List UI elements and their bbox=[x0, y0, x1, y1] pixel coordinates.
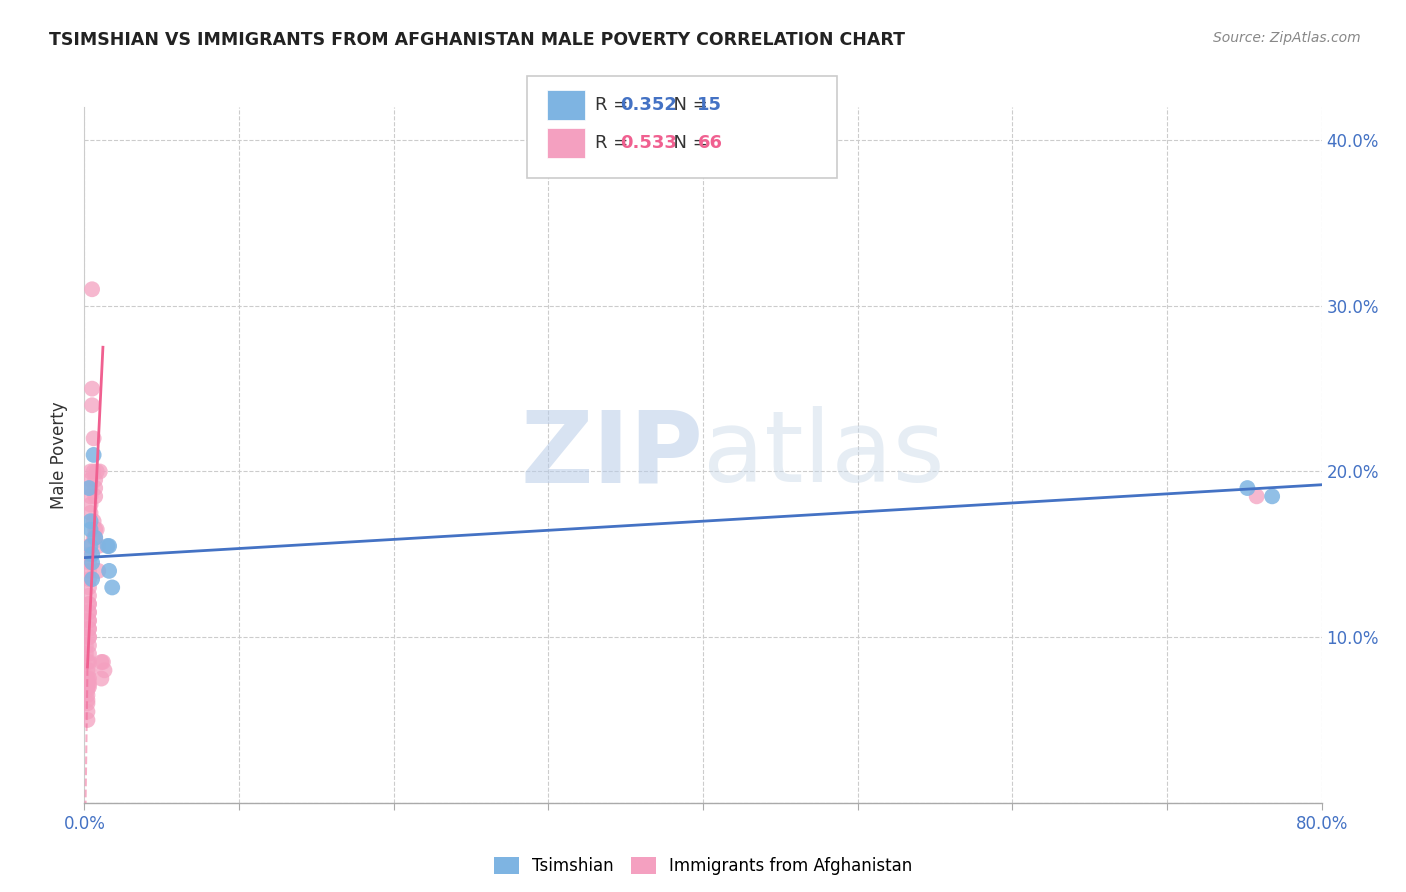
Point bbox=[83, 514, 105, 528]
Point bbox=[76, 663, 98, 677]
Point bbox=[84, 523, 107, 537]
Point bbox=[89, 465, 111, 479]
Point bbox=[86, 523, 108, 537]
Point bbox=[76, 672, 98, 686]
Point bbox=[77, 539, 100, 553]
Point bbox=[82, 547, 104, 561]
Point bbox=[79, 489, 101, 503]
Y-axis label: Male Poverty: Male Poverty bbox=[51, 401, 69, 508]
Point bbox=[77, 614, 100, 628]
Point bbox=[90, 655, 112, 669]
Point bbox=[77, 630, 100, 644]
Point bbox=[84, 489, 107, 503]
Point bbox=[82, 382, 104, 396]
Point bbox=[77, 672, 100, 686]
Point bbox=[77, 622, 100, 636]
Point bbox=[91, 655, 114, 669]
Point bbox=[87, 564, 110, 578]
Point bbox=[77, 647, 100, 661]
Point bbox=[77, 597, 100, 611]
Point bbox=[79, 523, 101, 537]
Point bbox=[76, 713, 98, 727]
Point bbox=[77, 564, 100, 578]
Point bbox=[101, 581, 124, 595]
Point bbox=[76, 655, 98, 669]
Text: R =: R = bbox=[595, 96, 634, 114]
Text: TSIMSHIAN VS IMMIGRANTS FROM AFGHANISTAN MALE POVERTY CORRELATION CHART: TSIMSHIAN VS IMMIGRANTS FROM AFGHANISTAN… bbox=[49, 31, 905, 49]
Text: 0.352: 0.352 bbox=[620, 96, 676, 114]
Point bbox=[77, 581, 100, 595]
Point bbox=[84, 481, 107, 495]
Point bbox=[77, 547, 100, 561]
Point bbox=[79, 473, 101, 487]
Point bbox=[1236, 481, 1258, 495]
Point bbox=[98, 539, 121, 553]
Point bbox=[77, 663, 100, 677]
Point bbox=[75, 647, 97, 661]
Point bbox=[77, 556, 100, 570]
Point bbox=[79, 539, 101, 553]
Text: ZIP: ZIP bbox=[520, 407, 703, 503]
Point bbox=[83, 465, 105, 479]
Point bbox=[77, 481, 100, 495]
Point bbox=[79, 514, 101, 528]
Point bbox=[1261, 489, 1284, 503]
Point bbox=[82, 572, 104, 586]
Text: N =: N = bbox=[662, 96, 714, 114]
Point bbox=[77, 680, 100, 694]
Point bbox=[76, 705, 98, 719]
Text: N =: N = bbox=[662, 134, 714, 152]
Point bbox=[1246, 489, 1268, 503]
Point bbox=[77, 630, 100, 644]
Point bbox=[76, 688, 98, 702]
Point bbox=[77, 614, 100, 628]
Point bbox=[77, 639, 100, 653]
Point bbox=[82, 282, 104, 296]
Point bbox=[83, 531, 105, 545]
Point bbox=[79, 498, 101, 512]
Point bbox=[79, 465, 101, 479]
Text: 66: 66 bbox=[697, 134, 723, 152]
Point bbox=[77, 622, 100, 636]
Point bbox=[84, 531, 107, 545]
Text: 15: 15 bbox=[697, 96, 723, 114]
Point bbox=[90, 672, 112, 686]
Point bbox=[79, 506, 101, 520]
Point bbox=[87, 539, 110, 553]
Text: R =: R = bbox=[595, 134, 634, 152]
Point bbox=[76, 697, 98, 711]
Legend: Tsimshian, Immigrants from Afghanistan: Tsimshian, Immigrants from Afghanistan bbox=[488, 850, 918, 882]
Point bbox=[79, 481, 101, 495]
Point bbox=[77, 655, 100, 669]
Point bbox=[83, 431, 105, 445]
Point bbox=[76, 693, 98, 707]
Point bbox=[82, 556, 104, 570]
Point bbox=[84, 531, 107, 545]
Text: Source: ZipAtlas.com: Source: ZipAtlas.com bbox=[1213, 31, 1361, 45]
Point bbox=[98, 564, 121, 578]
Point bbox=[86, 465, 108, 479]
Point bbox=[76, 680, 98, 694]
Point bbox=[77, 605, 100, 619]
Point bbox=[75, 639, 97, 653]
Text: atlas: atlas bbox=[703, 407, 945, 503]
Point bbox=[84, 473, 107, 487]
Point bbox=[76, 683, 98, 698]
Point bbox=[77, 676, 100, 690]
Point bbox=[93, 663, 115, 677]
Point bbox=[97, 539, 120, 553]
Point bbox=[77, 597, 100, 611]
Point bbox=[76, 676, 98, 690]
Point bbox=[77, 605, 100, 619]
Text: 0.533: 0.533 bbox=[620, 134, 676, 152]
Point bbox=[77, 572, 100, 586]
Point bbox=[77, 589, 100, 603]
Point bbox=[82, 398, 104, 412]
Point bbox=[83, 448, 105, 462]
